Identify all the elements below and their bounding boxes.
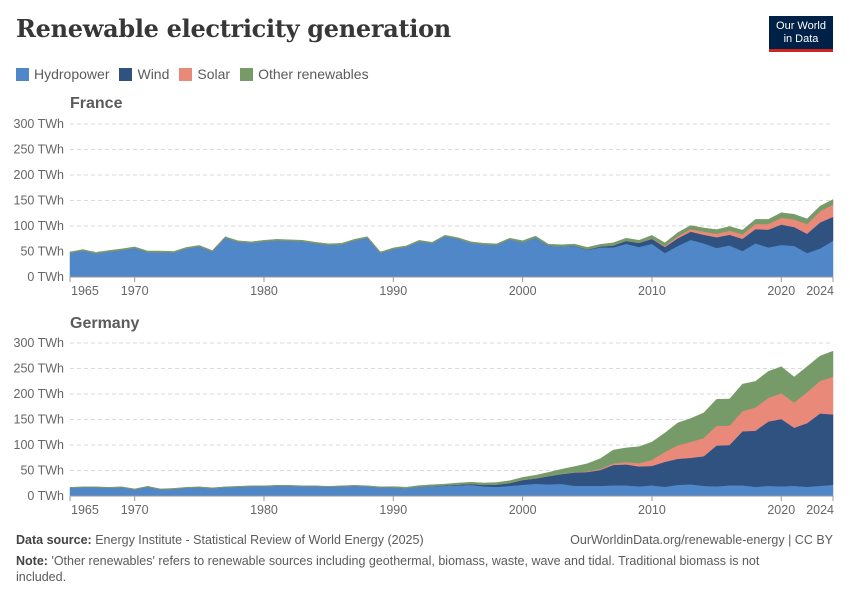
area-other-renewables-germany	[69, 350, 834, 490]
x-tick-label: 1980	[250, 284, 278, 298]
logo-text: in Data	[783, 33, 819, 45]
legend-item-wind[interactable]: Wind	[119, 66, 169, 82]
legend-label: Other renewables	[258, 66, 369, 82]
data-source: Data source: Energy Institute - Statisti…	[16, 533, 424, 547]
note-text: 'Other renewables' refers to renewable s…	[16, 554, 760, 584]
y-tick-label: 100 TWh	[14, 219, 65, 233]
legend-item-other[interactable]: Other renewables	[240, 66, 369, 82]
x-tick-label: 2020	[767, 503, 795, 517]
panel-title-germany: Germany	[70, 315, 140, 332]
x-tick-label: 2010	[638, 284, 666, 298]
legend-label: Solar	[197, 66, 231, 82]
y-tick-label: 200 TWh	[14, 168, 65, 182]
legend-label: Wind	[137, 66, 170, 82]
legend-item-hydropower[interactable]: Hydropower	[16, 66, 109, 82]
source-label: Data source:	[16, 533, 92, 547]
x-tick-label: 1980	[250, 503, 278, 517]
legend-label: Hydropower	[34, 66, 110, 82]
legend-item-solar[interactable]: Solar	[179, 66, 230, 82]
x-tick-label: 2024	[806, 284, 834, 298]
x-tick-label: 1990	[379, 503, 407, 517]
page-title: Renewable electricity generation	[16, 14, 451, 43]
x-tick-label: 1965	[71, 503, 99, 517]
x-tick-label: 1990	[379, 284, 407, 298]
y-tick-label: 150 TWh	[14, 413, 65, 427]
x-tick-label: 1965	[71, 284, 99, 298]
y-tick-label: 0 TWh	[27, 270, 64, 284]
y-tick-label: 200 TWh	[14, 387, 65, 401]
y-tick-label: 50 TWh	[20, 245, 64, 259]
x-tick-label: 2000	[509, 503, 537, 517]
note: Note: 'Other renewables' refers to renew…	[16, 553, 796, 585]
y-tick-label: 50 TWh	[20, 464, 64, 478]
legend-swatch	[119, 67, 133, 81]
y-tick-label: 150 TWh	[14, 194, 65, 208]
x-tick-label: 2010	[638, 503, 666, 517]
y-tick-label: 250 TWh	[14, 362, 65, 376]
y-tick-label: 300 TWh	[14, 117, 65, 131]
x-tick-label: 2020	[767, 284, 795, 298]
legend-swatch	[179, 67, 193, 81]
legend-swatch	[240, 67, 254, 81]
owid-logo[interactable]: Our World in Data	[769, 16, 833, 52]
y-tick-label: 300 TWh	[14, 336, 65, 350]
legend: Hydropower Wind Solar Other renewables	[16, 66, 369, 82]
x-tick-label: 1970	[121, 284, 149, 298]
source-url[interactable]: OurWorldinData.org/renewable-energy | CC…	[570, 533, 833, 547]
y-tick-label: 100 TWh	[14, 438, 65, 452]
y-tick-label: 0 TWh	[27, 489, 64, 503]
logo-text: Our World	[776, 20, 826, 32]
area-other-renewables-france	[69, 199, 834, 254]
y-tick-label: 250 TWh	[14, 143, 65, 157]
panel-title-france: France	[70, 95, 123, 112]
x-tick-label: 2000	[509, 284, 537, 298]
x-tick-label: 1970	[121, 503, 149, 517]
legend-swatch	[16, 67, 29, 81]
source-text: Energy Institute - Statistical Review of…	[95, 533, 424, 547]
note-label: Note:	[16, 554, 48, 568]
x-tick-label: 2024	[806, 503, 834, 517]
